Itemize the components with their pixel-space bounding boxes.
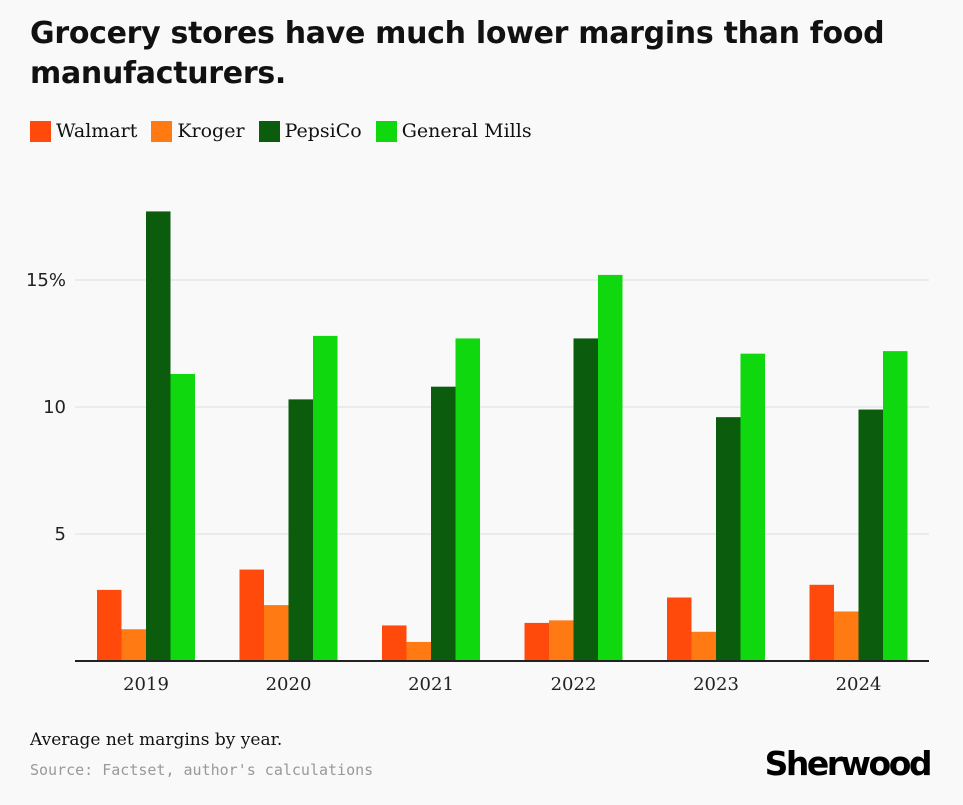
source-note: Source: Factset, author's calculations: [30, 761, 374, 779]
bar-kroger-2020: [264, 605, 289, 661]
legend-item-walmart: Walmart: [30, 120, 137, 142]
bar-general-mills-2020: [313, 335, 338, 661]
bar-walmart-2019: [97, 589, 122, 661]
bar-walmart-2023: [667, 597, 692, 661]
bar-kroger-2019: [121, 629, 146, 661]
chart-title: Grocery stores have much lower margins t…: [30, 16, 885, 91]
bar-general-mills-2021: [455, 338, 480, 661]
bar-pepsico-2021: [431, 386, 456, 661]
legend-swatch: [30, 120, 51, 142]
x-tick-label: 2022: [551, 674, 597, 695]
bar-pepsico-2019: [146, 211, 171, 662]
bar-general-mills-2024: [883, 351, 908, 661]
legend-swatch: [375, 120, 397, 142]
legend-swatch: [258, 120, 280, 142]
bar-pepsico-2020: [288, 399, 313, 661]
bar-kroger-2021: [406, 641, 431, 661]
bar-pepsico-2023: [716, 417, 741, 661]
legend-item-kroger: Kroger: [151, 120, 245, 142]
bar-kroger-2024: [834, 611, 859, 661]
bar-pepsico-2022: [573, 338, 598, 661]
bar-general-mills-2023: [740, 353, 765, 661]
chart-caption: Average net margins by year.: [30, 730, 283, 750]
legend: Walmart Kroger PepsiCo General Mills: [30, 120, 546, 142]
sherwood-logo: Sherwood: [764, 744, 933, 783]
x-tick-label: 2020: [266, 674, 312, 695]
y-tick-label: 15%: [26, 270, 66, 291]
y-tick-label: 5: [55, 524, 66, 545]
bar-walmart-2021: [382, 625, 407, 661]
x-tick-label: 2019: [123, 674, 169, 695]
legend-swatch: [151, 120, 173, 142]
legend-item-pepsico: PepsiCo: [258, 120, 362, 142]
x-tick-label: 2021: [408, 674, 454, 695]
legend-label: Kroger: [177, 120, 245, 142]
bar-general-mills-2022: [598, 274, 623, 661]
bar-kroger-2022: [549, 620, 574, 661]
x-tick-label: 2023: [693, 674, 739, 695]
legend-label: PepsiCo: [284, 120, 362, 142]
bar-kroger-2023: [691, 631, 716, 661]
bar-walmart-2024: [809, 584, 834, 661]
bar-pepsico-2024: [858, 409, 883, 661]
x-tick-label: 2024: [836, 674, 882, 695]
bar-walmart-2022: [524, 622, 549, 661]
y-tick-label: 10: [43, 397, 66, 418]
bar-walmart-2020: [239, 569, 264, 661]
bar-general-mills-2019: [170, 373, 195, 661]
legend-label: General Mills: [401, 120, 532, 142]
legend-item-general-mills: General Mills: [375, 120, 532, 142]
legend-label: Walmart: [56, 120, 138, 142]
